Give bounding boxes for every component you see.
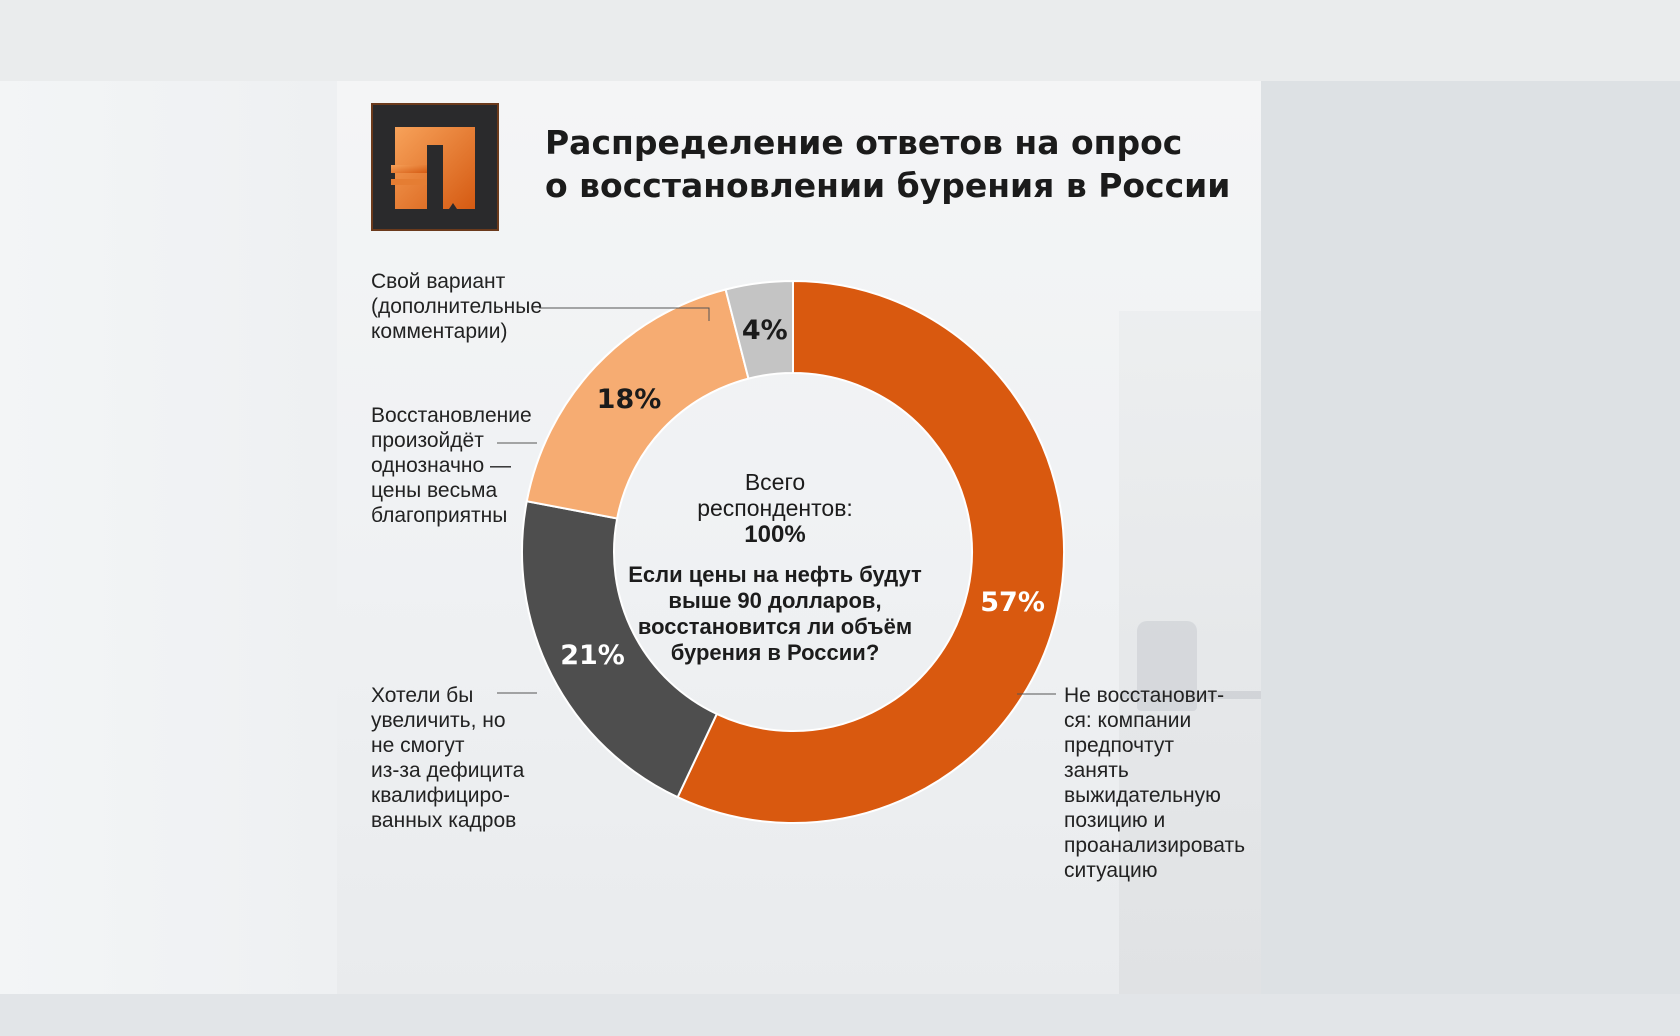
title-line-1: Распределение ответов на опрос [545,123,1183,162]
right-panel [1261,81,1680,994]
leader-lines [497,307,1056,695]
category-label-recovery-certain: Восстановление произойдёт однозначно — ц… [371,404,532,527]
donut-chart: 57% 21% 18% 4% [497,279,1065,824]
slice-no-recovery [676,279,1065,824]
survey-question: Если цены на нефть будут выше 90 долларо… [628,562,922,665]
bottom-band [0,994,1680,1036]
page-title: Распределение ответов на опрос о восстан… [545,121,1245,207]
total-respondents-value: 100% [744,521,806,548]
value-label-no-recovery: 57% [980,587,1045,618]
office-chair [1137,621,1197,711]
slice-staff-shortage [521,500,719,799]
leader-line-own-option [539,307,710,321]
slice-own-option [724,279,794,380]
infographic-card: Распределение ответов на опрос о восстан… [337,81,1261,994]
value-label-recovery-certain: 18% [597,384,662,415]
logo-icon [371,103,499,231]
category-label-staff-shortage: Хотели бы увеличить, но не смогут из-за … [371,684,525,832]
chart-center-text: Всего респондентов: 100% Если цены на не… [620,469,930,666]
category-label-own-option: Свой вариант (дополнительные комментарии… [371,270,543,343]
value-label-own-option: 4% [742,315,788,346]
donut-slices [521,279,1065,824]
value-labels: 57% 21% 18% 4% [560,315,1045,671]
title-line-2: о восстановлении бурения в России [545,166,1231,205]
total-respondents-label: Всего респондентов: [697,469,853,521]
value-label-staff-shortage: 21% [560,640,625,671]
category-label-no-recovery: Не восстановит- ся: компании предпочтут … [1064,684,1246,882]
left-panel [0,81,337,994]
logo-glyph [391,127,475,209]
top-band [0,0,1680,81]
